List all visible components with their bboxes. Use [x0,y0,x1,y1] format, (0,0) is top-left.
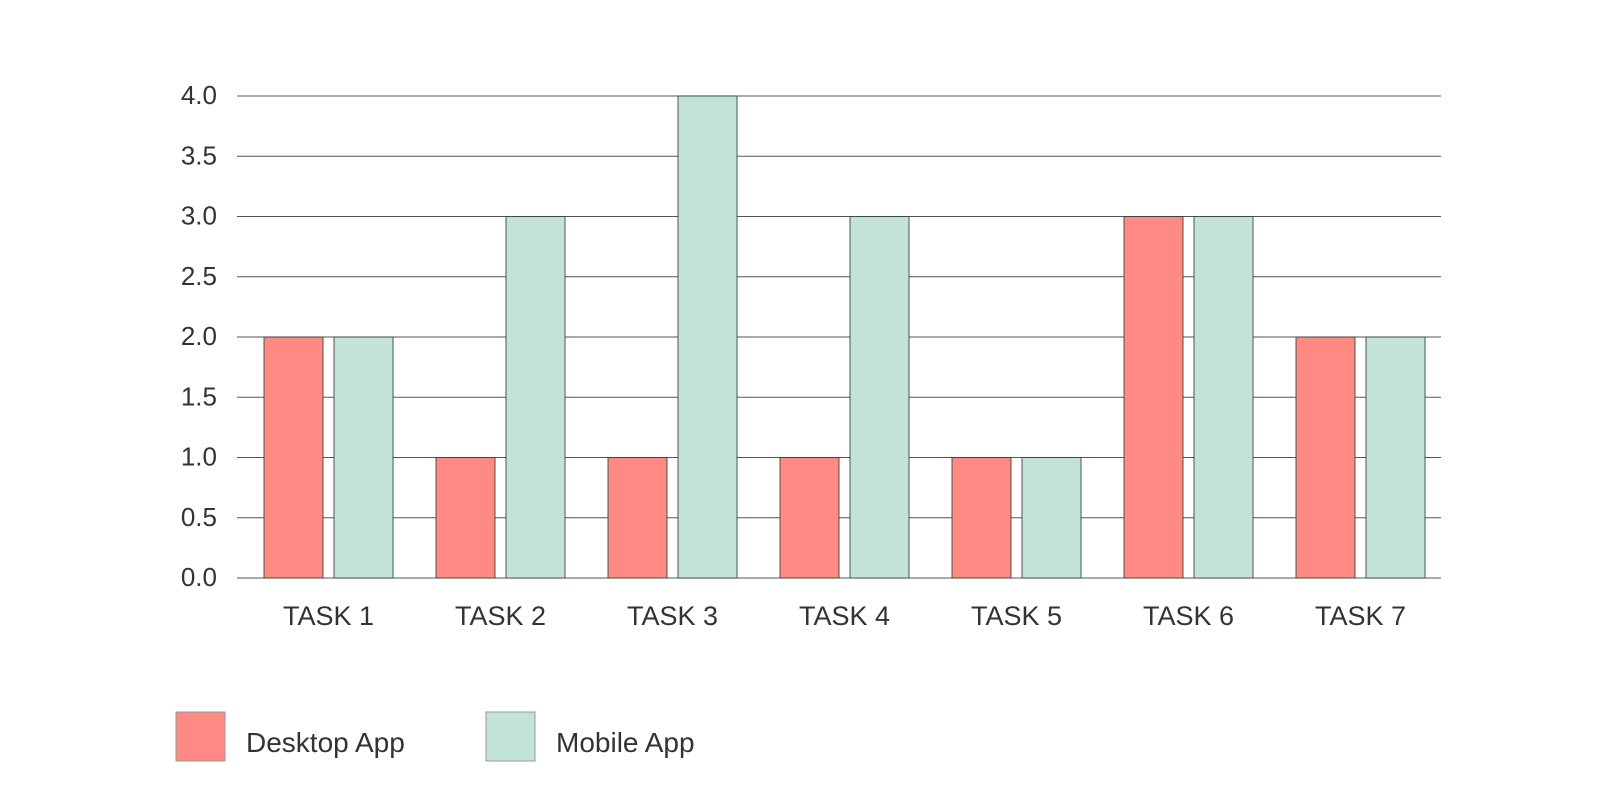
x-axis-labels: TASK 1 TASK 2 TASK 3 TASK 4 TASK 5 TASK 6 TASK… [283,601,1406,631]
legend: Desktop App Mobile App [175,711,695,762]
x-tick-label: TASK 2 [455,601,546,631]
bar [333,336,394,579]
legend-swatch [485,711,536,762]
x-tick-label: TASK 5 [971,601,1062,631]
y-tick-label: 0.5 [181,502,217,532]
bar [1123,216,1184,579]
y-tick-label: 0.0 [181,562,217,592]
bar [849,216,910,579]
y-tick-label: 3.5 [181,140,217,170]
bar [435,457,496,579]
x-tick-label: TASK 1 [283,601,374,631]
legend-label: Desktop App [246,727,405,758]
y-tick-label: 2.5 [181,261,217,291]
y-tick-label: 4.0 [181,80,217,110]
x-tick-label: TASK 3 [627,601,718,631]
y-axis-ticks: 0.0 0.5 1.0 1.5 2.0 2.5 3.0 3.5 4.0 [181,80,217,592]
bar [951,457,1012,579]
y-tick-label: 1.5 [181,381,217,411]
x-tick-label: TASK 4 [799,601,890,631]
bar [1295,336,1356,579]
x-tick-label: TASK 7 [1315,601,1406,631]
bar [505,216,566,579]
bars [263,95,1426,579]
legend-label: Mobile App [556,727,695,758]
bar [779,457,840,579]
y-tick-label: 3.0 [181,201,217,231]
x-tick-label: TASK 6 [1143,601,1234,631]
bar [1021,457,1082,579]
y-tick-label: 2.0 [181,321,217,351]
y-tick-label: 1.0 [181,442,217,472]
bar [263,336,324,579]
bar [1365,336,1426,579]
legend-swatch [175,711,226,762]
bar [1193,216,1254,579]
bar [607,457,668,579]
bar [677,95,738,579]
